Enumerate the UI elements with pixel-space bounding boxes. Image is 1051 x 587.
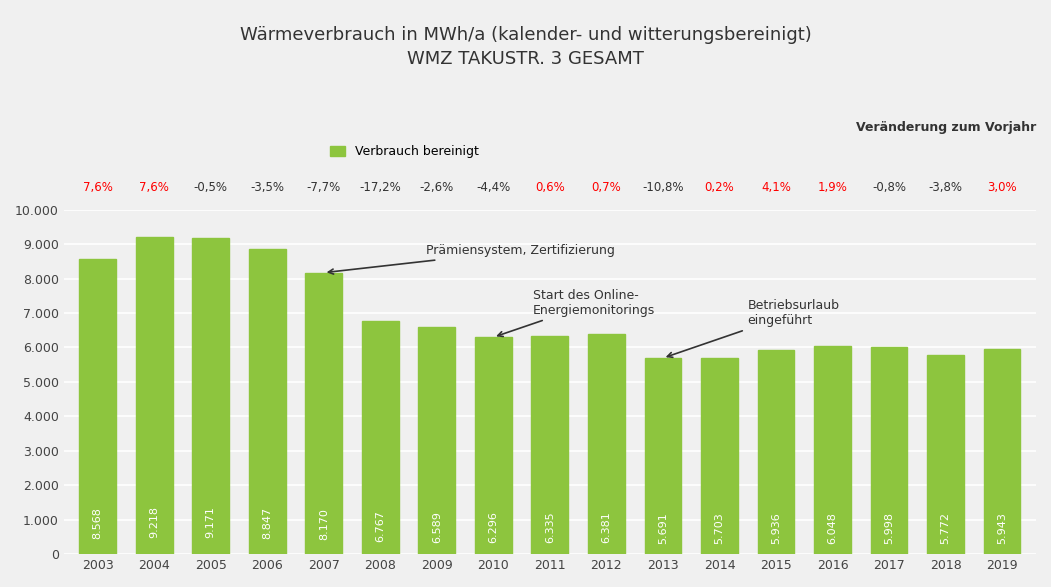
Text: -3,5%: -3,5% bbox=[250, 181, 284, 194]
Text: 5.936: 5.936 bbox=[771, 512, 781, 544]
Bar bbox=[701, 357, 738, 554]
Text: 4,1%: 4,1% bbox=[761, 181, 791, 194]
Text: 0,7%: 0,7% bbox=[592, 181, 621, 194]
Bar bbox=[475, 337, 512, 554]
Bar bbox=[362, 321, 398, 554]
Text: -7,7%: -7,7% bbox=[307, 181, 341, 194]
Text: -10,8%: -10,8% bbox=[642, 181, 683, 194]
Text: -4,4%: -4,4% bbox=[476, 181, 511, 194]
Text: 6.589: 6.589 bbox=[432, 511, 441, 543]
Text: 5.703: 5.703 bbox=[715, 512, 724, 544]
Text: 3,0%: 3,0% bbox=[987, 181, 1017, 194]
Text: 6.296: 6.296 bbox=[489, 511, 498, 544]
Text: 9.218: 9.218 bbox=[149, 506, 159, 538]
Text: 6.381: 6.381 bbox=[601, 511, 612, 543]
Bar bbox=[249, 249, 286, 554]
Bar bbox=[418, 327, 455, 554]
Text: 6.048: 6.048 bbox=[827, 512, 838, 544]
Text: -3,8%: -3,8% bbox=[928, 181, 963, 194]
Bar bbox=[815, 346, 851, 554]
Bar bbox=[306, 273, 343, 554]
Text: 7,6%: 7,6% bbox=[139, 181, 169, 194]
Bar bbox=[192, 238, 229, 554]
Text: 8.170: 8.170 bbox=[318, 508, 329, 540]
Bar bbox=[927, 355, 964, 554]
Text: Betriebsurlaub
eingeführt: Betriebsurlaub eingeführt bbox=[667, 299, 840, 357]
Text: 5.998: 5.998 bbox=[884, 512, 894, 544]
Bar bbox=[984, 349, 1021, 554]
Text: 9.171: 9.171 bbox=[206, 507, 215, 538]
Text: -0,8%: -0,8% bbox=[872, 181, 906, 194]
Text: WMZ TAKUSTR. 3 GESAMT: WMZ TAKUSTR. 3 GESAMT bbox=[407, 50, 644, 68]
Text: 7,6%: 7,6% bbox=[83, 181, 112, 194]
Text: 8.847: 8.847 bbox=[263, 507, 272, 539]
Text: 5.943: 5.943 bbox=[997, 512, 1007, 544]
Text: 5.772: 5.772 bbox=[941, 512, 950, 544]
Bar bbox=[532, 336, 569, 554]
Legend: Verbrauch bereinigt: Verbrauch bereinigt bbox=[325, 140, 483, 163]
Text: 6.767: 6.767 bbox=[375, 511, 386, 542]
Text: Prämiensystem, Zertifizierung: Prämiensystem, Zertifizierung bbox=[328, 244, 615, 274]
Text: 1,9%: 1,9% bbox=[818, 181, 847, 194]
Text: 6.335: 6.335 bbox=[544, 512, 555, 543]
Text: -17,2%: -17,2% bbox=[359, 181, 401, 194]
Bar bbox=[79, 259, 116, 554]
Text: 0,2%: 0,2% bbox=[704, 181, 735, 194]
Text: 8.568: 8.568 bbox=[92, 508, 103, 539]
Text: -0,5%: -0,5% bbox=[193, 181, 228, 194]
Bar bbox=[758, 350, 795, 554]
Text: Start des Online-
Energiemonitorings: Start des Online- Energiemonitorings bbox=[498, 289, 655, 336]
Bar bbox=[870, 348, 907, 554]
Bar bbox=[588, 335, 624, 554]
Bar bbox=[644, 358, 681, 554]
Text: Veränderung zum Vorjahr: Veränderung zum Vorjahr bbox=[856, 121, 1036, 134]
Text: -2,6%: -2,6% bbox=[419, 181, 454, 194]
Bar bbox=[136, 237, 172, 554]
Text: 0,6%: 0,6% bbox=[535, 181, 564, 194]
Text: 5.691: 5.691 bbox=[658, 512, 668, 544]
Text: Wärmeverbrauch in MWh/a (kalender- und witterungsbereinigt): Wärmeverbrauch in MWh/a (kalender- und w… bbox=[240, 26, 811, 45]
